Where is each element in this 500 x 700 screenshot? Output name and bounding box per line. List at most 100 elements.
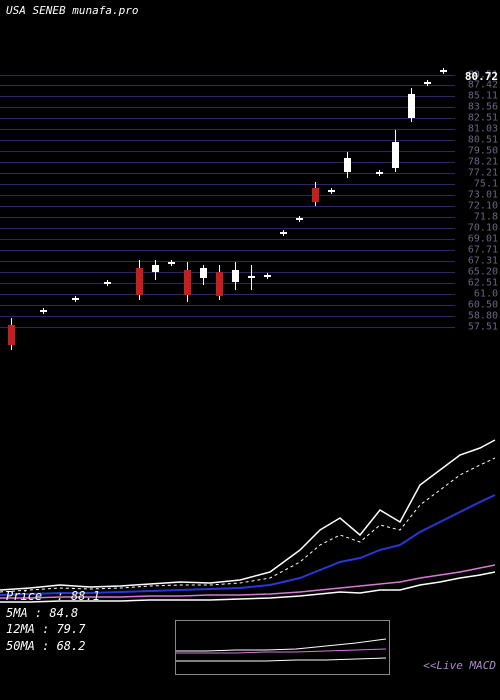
indicator-line-blue — [0, 495, 495, 595]
candle — [184, 0, 191, 420]
candle — [440, 0, 447, 420]
gridline-label: 67.71 — [468, 245, 498, 256]
candle — [152, 0, 159, 420]
inset-line-2 — [176, 658, 386, 661]
candle-body — [40, 310, 47, 312]
indicator-line-upper — [0, 440, 495, 590]
candle — [376, 0, 383, 420]
gridline — [0, 261, 455, 262]
gridline-label: 58.80 — [468, 311, 498, 322]
candle-body — [152, 265, 159, 272]
gridline-label: 62.51 — [468, 278, 498, 289]
candle — [72, 0, 79, 420]
gridline-label: 60.50 — [468, 300, 498, 311]
candle — [328, 0, 335, 420]
candle-body — [184, 270, 191, 295]
candle-body — [168, 262, 175, 264]
gridline-label: 77.21 — [468, 168, 498, 179]
gridline-label: 71.8 — [474, 212, 498, 223]
gridline — [0, 151, 455, 152]
candle — [344, 0, 351, 420]
gridline — [0, 85, 455, 86]
candle — [424, 0, 431, 420]
gridline-label: 70.10 — [468, 223, 498, 234]
candle-body — [72, 298, 79, 300]
candle-body — [408, 94, 415, 118]
candle-body — [8, 325, 15, 345]
candle-body — [328, 190, 335, 192]
gridline-label: 81.03 — [468, 124, 498, 135]
gridline — [0, 184, 455, 185]
macd-inset — [175, 620, 390, 675]
candle — [8, 0, 15, 420]
candle-body — [392, 142, 399, 168]
gridline — [0, 294, 455, 295]
macd-label: <<Live MACD — [423, 659, 496, 672]
gridline — [0, 305, 455, 306]
chart-title: USA SENEB munafa.pro — [6, 4, 138, 17]
inset-lines — [176, 621, 391, 676]
candle-body — [280, 232, 287, 234]
gridline — [0, 272, 455, 273]
candle — [280, 0, 287, 420]
gridline-label: 83.56 — [468, 102, 498, 113]
candle — [248, 0, 255, 420]
gridline-label: 72.10 — [468, 201, 498, 212]
stat-5ma: 5MA : 84.8 — [6, 605, 100, 622]
gridline — [0, 140, 455, 141]
gridline — [0, 118, 455, 119]
gridline-label: 82.51 — [468, 113, 498, 124]
candle-body — [264, 275, 271, 277]
gridline — [0, 206, 455, 207]
gridline — [0, 250, 455, 251]
candle — [104, 0, 111, 420]
candle — [216, 0, 223, 420]
candle — [136, 0, 143, 420]
price-chart: 80.5187.4285.1183.5682.5181.0380.5179.50… — [0, 0, 500, 420]
stat-50ma: 50MA : 68.2 — [6, 638, 100, 655]
gridline — [0, 162, 455, 163]
chart-container: USA SENEB munafa.pro 80.5187.4285.1183.5… — [0, 0, 500, 700]
gridline-label: 73.01 — [468, 190, 498, 201]
gridline — [0, 283, 455, 284]
candle — [312, 0, 319, 420]
gridline-label: 65.20 — [468, 267, 498, 278]
stats-box: Price : 88.1 5MA : 84.8 12MA : 79.7 50MA… — [6, 588, 100, 655]
candle — [392, 0, 399, 420]
candle-body — [216, 272, 223, 296]
candle-body — [248, 276, 255, 278]
gridline-label: 75.1 — [474, 179, 498, 190]
gridline — [0, 129, 455, 130]
gridline — [0, 173, 455, 174]
candle — [200, 0, 207, 420]
stat-12ma: 12MA : 79.7 — [6, 621, 100, 638]
gridline — [0, 327, 455, 328]
candle-body — [296, 218, 303, 220]
gridline — [0, 217, 455, 218]
gridline — [0, 228, 455, 229]
gridline-label: 67.31 — [468, 256, 498, 267]
gridline-label: 79.50 — [468, 146, 498, 157]
gridline — [0, 239, 455, 240]
gridline-label: 78.21 — [468, 157, 498, 168]
gridline — [0, 107, 455, 108]
gridline — [0, 96, 455, 97]
candle-body — [136, 268, 143, 295]
candle-body — [312, 188, 319, 202]
gridline-label: 80.51 — [468, 135, 498, 146]
gridline-label: 61.0 — [474, 289, 498, 300]
candle-body — [344, 158, 351, 172]
stat-price: Price : 88.1 — [6, 588, 100, 605]
candle — [40, 0, 47, 420]
candle-body — [376, 172, 383, 174]
candle — [168, 0, 175, 420]
candle-body — [440, 70, 447, 72]
indicator-line-dashed — [0, 458, 495, 592]
inset-line-0 — [176, 639, 386, 651]
gridline — [0, 75, 455, 76]
candle-body — [424, 82, 431, 84]
candle-body — [232, 270, 239, 282]
gridline — [0, 316, 455, 317]
candle — [408, 0, 415, 420]
candle-body — [200, 268, 207, 278]
